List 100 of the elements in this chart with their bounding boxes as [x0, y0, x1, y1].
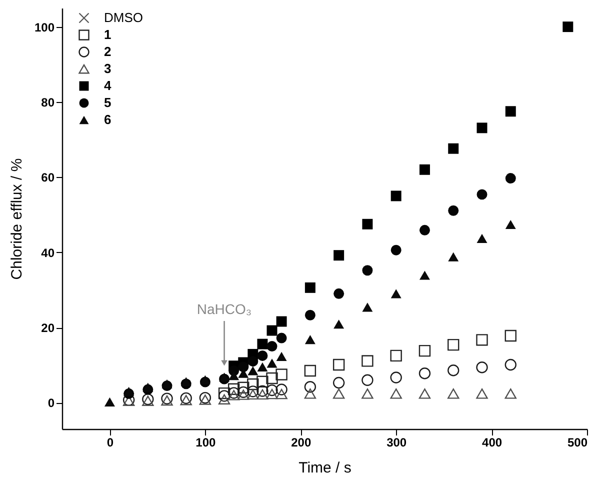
point [418, 388, 431, 399]
point [218, 394, 230, 404]
point [390, 350, 402, 362]
point [334, 250, 344, 261]
y-tick-label: 0 [48, 396, 55, 410]
annotation: NaHCO₃ [196, 300, 252, 317]
point [218, 387, 230, 400]
point [238, 386, 250, 398]
point [276, 316, 287, 327]
point [332, 358, 345, 371]
legend-label: 1 [104, 27, 112, 42]
point [276, 368, 288, 380]
point [476, 234, 488, 243]
point [238, 390, 250, 400]
point [276, 388, 288, 400]
point [476, 334, 488, 346]
point [419, 224, 430, 236]
point [219, 372, 230, 382]
point [256, 376, 268, 388]
point [390, 372, 402, 384]
point [266, 372, 278, 384]
point [256, 389, 268, 400]
point [362, 355, 374, 367]
point [332, 388, 345, 399]
point [247, 386, 259, 398]
point [104, 397, 115, 406]
y-tick-label: 100 [34, 20, 55, 34]
point [448, 338, 460, 351]
point [362, 302, 373, 312]
point [247, 389, 259, 400]
y-tick-label: 20 [41, 321, 55, 336]
legend-label: 4 [104, 78, 112, 93]
x-axis-title: Time / s [298, 460, 352, 476]
y-tick-label: 60 [41, 170, 55, 185]
point [256, 385, 268, 397]
point [199, 394, 212, 405]
point [162, 379, 172, 388]
y-tick-label: 80 [41, 95, 55, 110]
point [228, 390, 240, 400]
point [505, 173, 516, 184]
point [448, 252, 459, 262]
point [304, 364, 316, 377]
legend-label: 2 [104, 44, 112, 59]
x-tick-label: 0 [106, 436, 114, 450]
point [448, 143, 459, 154]
point [248, 366, 258, 376]
point [362, 388, 374, 399]
point [266, 384, 278, 396]
point [448, 364, 460, 376]
point [505, 220, 516, 230]
point [304, 388, 316, 399]
point [390, 190, 402, 202]
point [362, 374, 374, 386]
point [390, 289, 402, 298]
point [266, 341, 278, 352]
point [419, 164, 430, 175]
point [476, 362, 488, 374]
point [180, 377, 192, 386]
x-tick-label: 400 [482, 436, 502, 450]
point [257, 362, 268, 372]
point [180, 394, 192, 406]
y-tick-label: 40 [41, 246, 55, 260]
point [304, 334, 316, 344]
point [304, 381, 316, 393]
point [448, 205, 459, 216]
point [276, 332, 287, 344]
x-tick-label: 200 [291, 436, 312, 450]
x-tick-label: 100 [196, 436, 216, 450]
point [505, 106, 516, 117]
point [418, 344, 431, 357]
point [247, 378, 259, 390]
point [476, 122, 488, 134]
point [504, 388, 516, 399]
point [504, 330, 516, 342]
point [228, 383, 240, 395]
point [334, 288, 344, 299]
point [161, 395, 173, 406]
point [476, 388, 488, 399]
point [257, 338, 268, 350]
point [276, 352, 287, 361]
point [362, 218, 373, 230]
point [390, 244, 402, 256]
legend-label: 5 [104, 95, 112, 110]
point [257, 350, 268, 361]
point [362, 265, 373, 276]
point [562, 22, 574, 32]
legend-label: DMSO [104, 10, 143, 25]
point [419, 270, 430, 280]
x-tick-label: 500 [567, 436, 588, 450]
point [266, 358, 278, 368]
point [304, 310, 316, 320]
point [276, 384, 288, 396]
point [124, 386, 134, 396]
y-axis-title: Chloride efflux / % [8, 158, 26, 280]
point [332, 376, 345, 389]
point [266, 325, 278, 336]
point [218, 390, 230, 402]
point [304, 282, 316, 293]
point [142, 382, 154, 392]
point [390, 388, 402, 399]
